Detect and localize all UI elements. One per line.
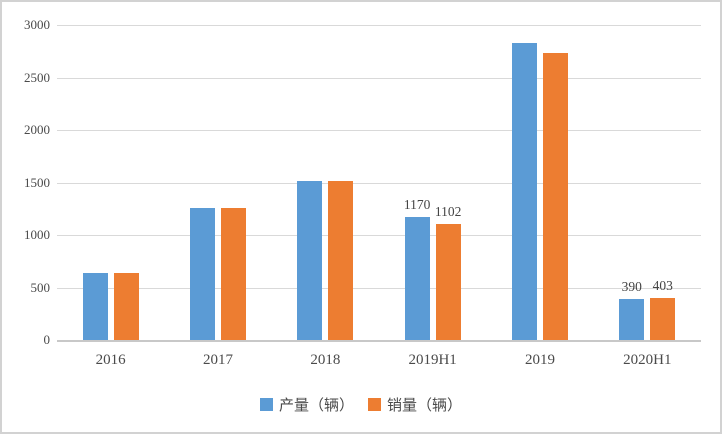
bar-slot: 403 — [650, 25, 676, 340]
bar-group-2020h1: 390 403 — [594, 25, 701, 340]
x-axis-label-2018: 2018 — [310, 352, 341, 368]
bar-slot — [82, 25, 108, 340]
sales-bar — [328, 180, 354, 340]
y-axis-tick-label: 1000 — [24, 227, 50, 242]
sales-legend-swatch-icon — [368, 398, 381, 411]
x-axis-label-2017: 2017 — [202, 352, 233, 368]
bar-slot: 1102 — [434, 25, 462, 340]
x-axis-labels: 2016 2017 2018 2019H1 2019 2020H1 — [57, 350, 701, 370]
sales-bar — [650, 297, 676, 340]
gridline — [57, 287, 701, 289]
bar-slot: 390 — [619, 25, 645, 340]
plot-area: 1170 1102 390 403 — [57, 25, 701, 342]
legend-item-production: 产量（辆） — [259, 394, 354, 415]
y-axis-tick-label: 0 — [43, 332, 51, 347]
legend: 产量（辆） 销量（辆） — [2, 394, 720, 415]
y-axis-tick-label: 3000 — [24, 17, 50, 32]
gridline — [57, 130, 701, 131]
legend-item-sales: 销量（辆） — [368, 394, 462, 415]
bar-slot — [297, 25, 323, 340]
gridline — [57, 182, 701, 184]
bar-groups: 1170 1102 390 403 — [57, 25, 701, 340]
x-axis-label-2019: 2019 — [524, 352, 555, 368]
bar-group-2019h1: 1170 1102 — [379, 25, 486, 340]
sales-bar-data-label: 1102 — [434, 204, 462, 220]
sales-bar-data-label: 403 — [652, 277, 673, 293]
legend-label-production: 产量（辆） — [278, 398, 354, 414]
sales-bar — [220, 208, 246, 340]
sales-bar — [542, 53, 568, 340]
y-axis-tick-label: 2500 — [24, 69, 50, 85]
y-axis-tick-label: 500 — [30, 279, 51, 295]
bar-group-2018 — [272, 25, 379, 340]
x-axis-label-2016: 2016 — [95, 352, 126, 368]
bar-group-2017 — [164, 25, 271, 340]
sales-bar — [113, 272, 139, 340]
production-bar — [511, 43, 537, 340]
x-axis-baseline — [57, 340, 701, 342]
y-axis-tick-label: 2000 — [24, 122, 50, 137]
bar-group-2019 — [486, 25, 593, 340]
bar-slot — [220, 25, 246, 340]
bar-slot: 1170 — [403, 25, 431, 340]
y-axis-tick-label: 1500 — [24, 174, 50, 190]
bar-group-2016 — [57, 25, 164, 340]
bar-slot — [113, 25, 139, 340]
bar-slot — [542, 25, 568, 340]
x-axis-label-2019h1: 2019H1 — [408, 352, 457, 368]
bar-slot — [511, 25, 537, 340]
production-bar-data-label: 390 — [621, 279, 642, 295]
production-bar — [619, 299, 645, 340]
legend-label-sales: 销量（辆） — [387, 398, 463, 414]
gridline — [57, 235, 701, 236]
x-axis-label-2020h1: 2020H1 — [623, 352, 672, 368]
bar-slot — [189, 25, 215, 340]
bar-slot — [328, 25, 354, 340]
production-bar — [404, 217, 430, 340]
production-bar — [297, 180, 323, 340]
production-legend-swatch-icon — [259, 398, 273, 411]
production-bar — [189, 207, 215, 340]
gridline — [57, 25, 701, 26]
sales-bar — [435, 224, 461, 340]
production-bar — [82, 272, 108, 340]
gridline — [57, 77, 701, 79]
production-bar-data-label: 1170 — [403, 197, 431, 213]
